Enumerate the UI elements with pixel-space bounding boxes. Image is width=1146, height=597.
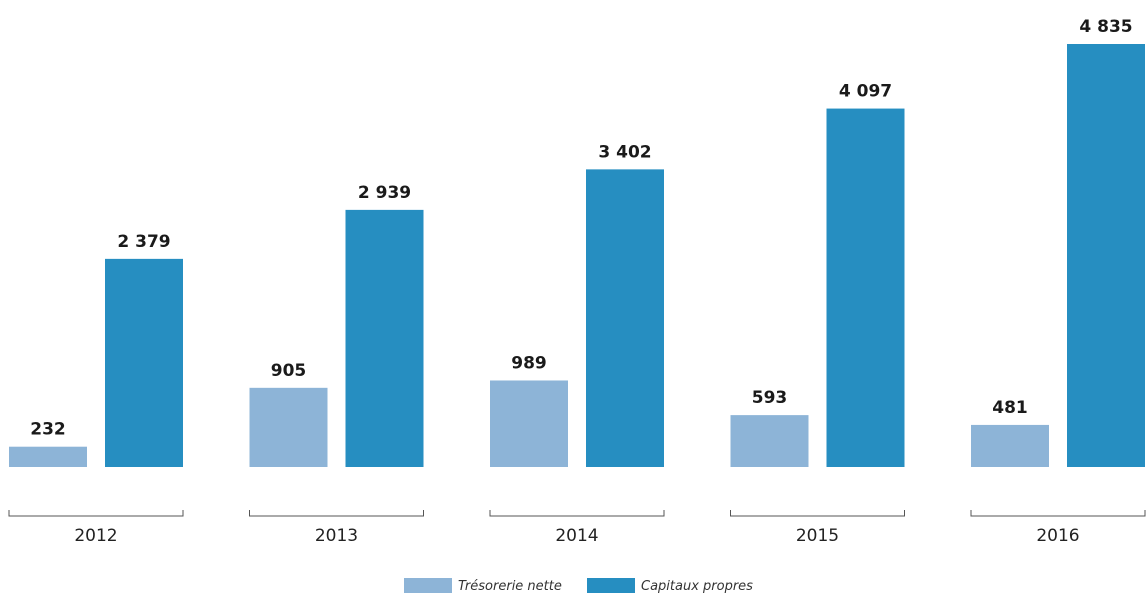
legend: Trésorerie nette Capitaux propres bbox=[404, 578, 753, 594]
axis-bracket-2012 bbox=[8, 510, 184, 517]
value-label-capitaux-propres-2016: 4 835 bbox=[1079, 17, 1132, 37]
axis-bracket-2015 bbox=[730, 510, 905, 517]
bar-capitaux-propres-2013 bbox=[345, 209, 424, 467]
value-labels-group: 232 2 379 905 2 939 989 3 402 593 4 097 481 4 835 bbox=[30, 17, 1132, 440]
category-axis: 2012 2013 2014 2015 2016 bbox=[8, 510, 1146, 546]
value-label-tresorerie-nette-2016: 481 bbox=[992, 398, 1028, 418]
value-label-capitaux-propres-2012: 2 379 bbox=[117, 232, 170, 252]
legend-swatch-capitaux-propres bbox=[587, 578, 635, 593]
bar-capitaux-propres-2012 bbox=[105, 258, 183, 467]
legend-label-tresorerie-nette: Trésorerie nette bbox=[458, 579, 562, 594]
value-label-tresorerie-nette-2015: 593 bbox=[752, 388, 788, 408]
axis-bracket-2014 bbox=[489, 510, 665, 517]
bar-tresorerie-nette-2016 bbox=[971, 424, 1049, 467]
value-label-capitaux-propres-2014: 3 402 bbox=[598, 142, 651, 162]
axis-bracket-2016 bbox=[970, 510, 1146, 517]
legend-label-capitaux-propres: Capitaux propres bbox=[641, 579, 753, 594]
bar-tresorerie-nette-2012 bbox=[9, 446, 87, 467]
tick-label-2014: 2014 bbox=[555, 526, 598, 546]
bars-group bbox=[9, 44, 1145, 468]
bar-capitaux-propres-2015 bbox=[826, 108, 905, 467]
bar-capitaux-propres-2014 bbox=[586, 169, 664, 468]
legend-swatch-tresorerie-nette bbox=[404, 578, 452, 593]
value-label-tresorerie-nette-2012: 232 bbox=[30, 420, 66, 440]
axis-bracket-2013 bbox=[249, 510, 424, 517]
value-label-tresorerie-nette-2014: 989 bbox=[511, 353, 547, 373]
tick-label-2012: 2012 bbox=[74, 526, 117, 546]
value-label-capitaux-propres-2013: 2 939 bbox=[358, 183, 411, 203]
value-label-capitaux-propres-2015: 4 097 bbox=[839, 82, 892, 102]
bar-tresorerie-nette-2014 bbox=[490, 380, 568, 467]
bar-tresorerie-nette-2015 bbox=[730, 415, 809, 467]
bar-capitaux-propres-2016 bbox=[1067, 44, 1145, 467]
value-label-tresorerie-nette-2013: 905 bbox=[271, 361, 307, 381]
tick-label-2016: 2016 bbox=[1036, 526, 1079, 546]
tick-label-2015: 2015 bbox=[796, 526, 839, 546]
tick-label-2013: 2013 bbox=[315, 526, 358, 546]
bar-tresorerie-nette-2013 bbox=[249, 387, 328, 467]
